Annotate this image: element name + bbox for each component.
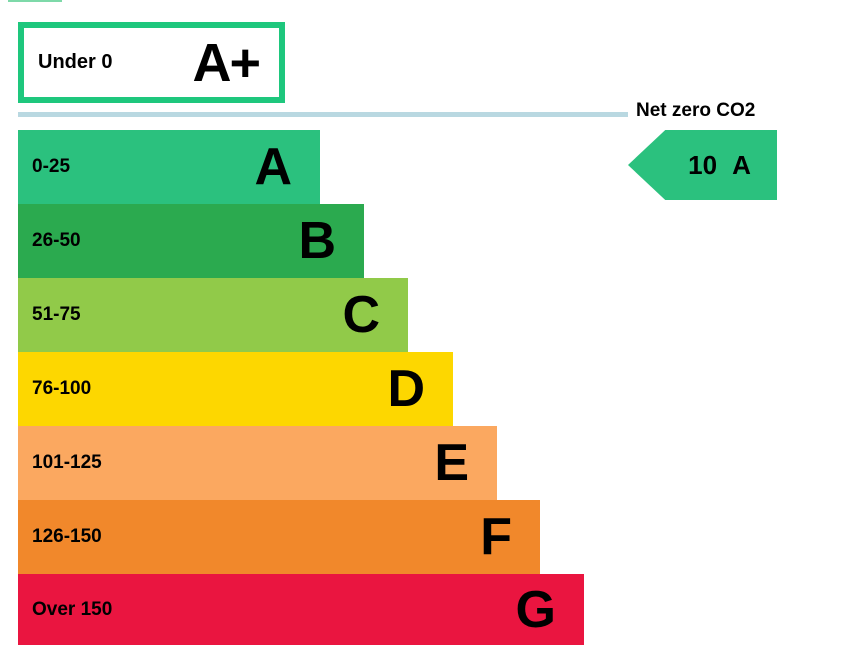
band-range-label: Over 150	[32, 598, 113, 620]
band-row: 26-50 B	[18, 204, 364, 278]
band-letter: D	[387, 360, 425, 418]
band-letter: A+	[192, 32, 261, 93]
band-range-label: 126-150	[32, 526, 102, 547]
band-row: Over 150 G	[18, 574, 584, 645]
band-range-label: 101-125	[32, 452, 102, 473]
band-range-label: 51-75	[32, 304, 81, 325]
current-rating-pointer: 10 A	[628, 130, 777, 200]
band-row: 76-100 D	[18, 352, 453, 426]
current-rating-value: 10	[688, 149, 718, 180]
band-letter: C	[342, 286, 380, 344]
band-letter: F	[480, 508, 512, 566]
band-range-label: 0-25	[32, 156, 71, 177]
band-range-label: 76-100	[32, 378, 92, 399]
band-letter: B	[298, 212, 336, 270]
net-zero-line	[18, 112, 628, 117]
band-range-label: Under 0	[38, 51, 113, 73]
band-row: 51-75 C	[18, 278, 408, 352]
band-row: 0-25 A	[18, 130, 320, 204]
band-letter: E	[434, 434, 469, 492]
band-range-label: 26-50	[32, 230, 81, 251]
band-letter: A	[254, 138, 292, 196]
band-letter: G	[515, 580, 556, 639]
bands-container: 0-25 A 26-50 B 51-75 C 76-100 D 101-125 …	[18, 130, 584, 645]
current-rating-letter: A	[732, 149, 751, 180]
band-row: 101-125 E	[18, 426, 497, 500]
band-a-plus: Under 0 A+	[18, 22, 285, 103]
net-zero-label: Net zero CO2	[636, 100, 756, 121]
crop-artifact-line	[8, 0, 62, 2]
band-row: 126-150 F	[18, 500, 540, 574]
